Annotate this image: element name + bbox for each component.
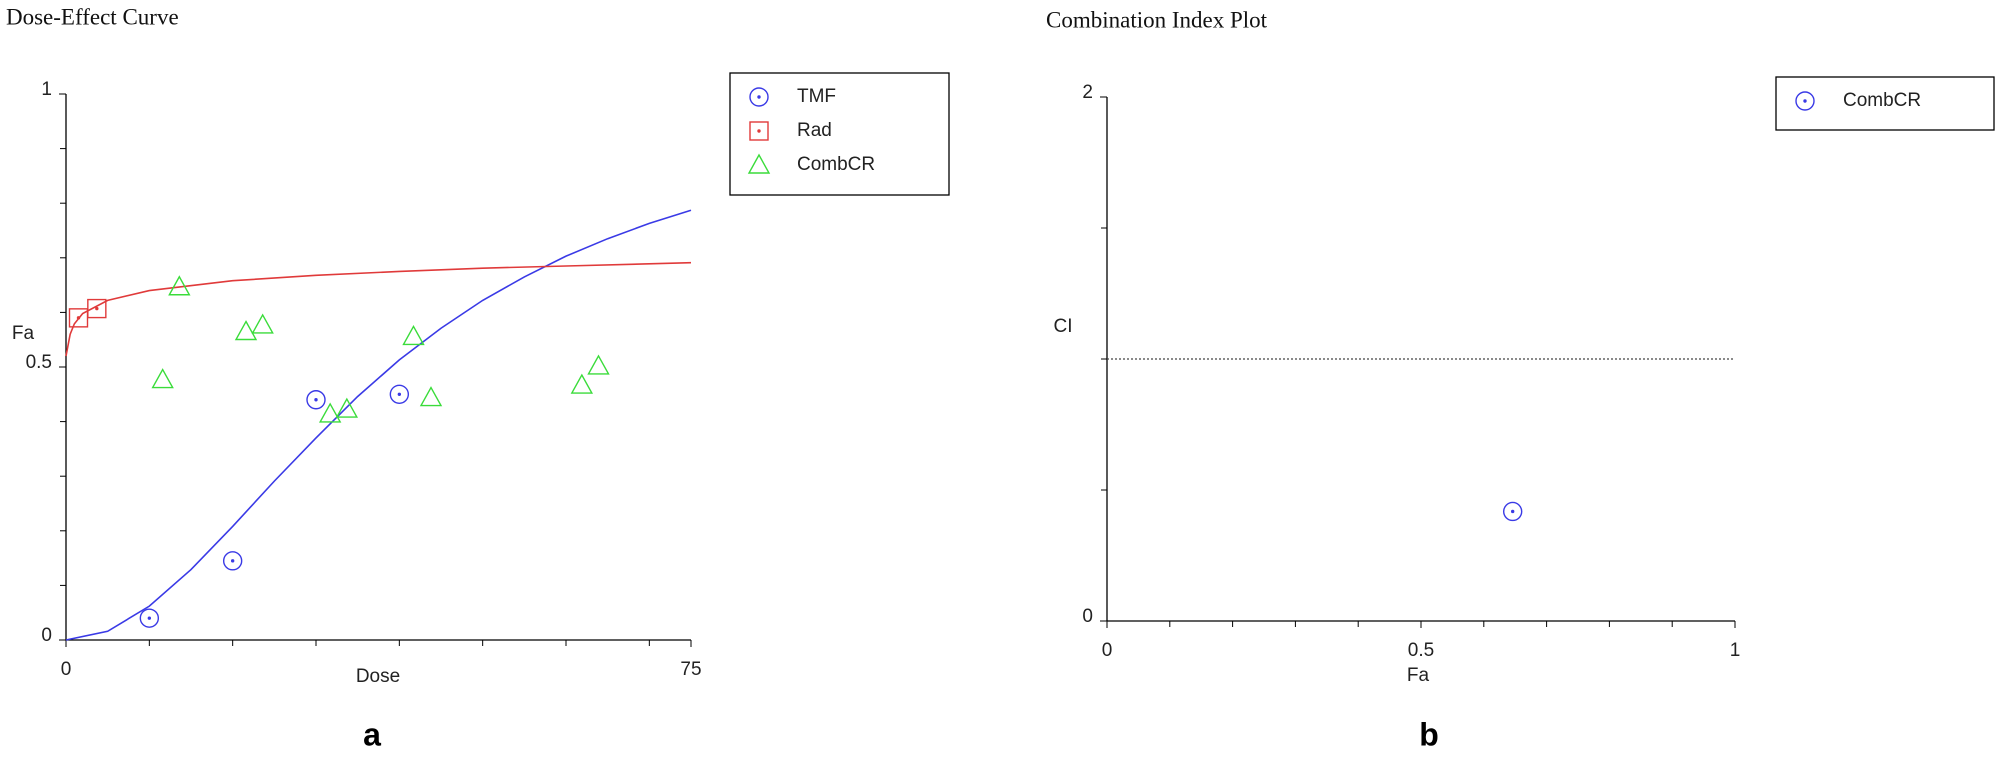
- circle-marker: [389, 384, 410, 404]
- y-tick-label: 0.5: [26, 352, 52, 373]
- marker-ring: [1795, 91, 1815, 111]
- marker-dot: [314, 398, 318, 402]
- legend-marker: [747, 153, 771, 174]
- marker-ring: [1502, 501, 1523, 522]
- chart-title: Combination Index Plot: [1046, 7, 1268, 32]
- x-tick-label: 1: [1730, 640, 1741, 661]
- y-tick-label: 1: [41, 79, 52, 100]
- y-tick-label: 0: [41, 625, 52, 646]
- triangle-marker: [234, 320, 258, 341]
- circle-marker: [306, 390, 326, 410]
- triangle-marker: [402, 324, 425, 346]
- triangle-marker: [151, 368, 174, 389]
- marker-ring: [139, 608, 160, 628]
- legend-label: CombCR: [1843, 90, 1921, 111]
- marker-dot: [757, 95, 761, 99]
- triangle-marker: [570, 373, 594, 394]
- marker-dot: [230, 559, 235, 563]
- y-tick-label: 2: [1082, 82, 1093, 103]
- fit-curve: [65, 209, 692, 641]
- y-axis-label: CI: [1054, 316, 1073, 337]
- square-marker: [87, 298, 107, 319]
- y-axis-label: Fa: [12, 323, 35, 344]
- circle-marker: [222, 551, 243, 571]
- legend-label: Rad: [797, 120, 832, 141]
- marker-ring: [389, 384, 410, 404]
- panel-label: a: [363, 716, 381, 752]
- marker-dot: [95, 306, 99, 311]
- x-tick-label: 0: [1102, 640, 1113, 661]
- marker-ring: [306, 390, 326, 410]
- circle-marker: [1502, 501, 1523, 522]
- marker-dot: [1510, 509, 1515, 514]
- legend-label: TMF: [797, 86, 836, 107]
- x-axis-label: Fa: [1407, 665, 1430, 686]
- legend-box: [729, 72, 950, 196]
- marker-ring: [222, 551, 243, 571]
- x-tick-label: 75: [680, 659, 701, 680]
- x-axis-label: Dose: [356, 666, 400, 687]
- chart-title: Dose-Effect Curve: [6, 4, 179, 29]
- legend-marker: [1795, 91, 1815, 111]
- triangle-marker: [318, 402, 342, 423]
- x-tick-label: 0.5: [1408, 640, 1434, 661]
- triangle-marker: [168, 275, 191, 296]
- panel-label: b: [1419, 716, 1439, 752]
- triangle-marker: [251, 313, 274, 334]
- marker-dot: [1803, 99, 1807, 103]
- triangle-marker: [587, 354, 610, 375]
- x-tick-label: 0: [61, 659, 72, 680]
- legend-box: [1775, 76, 1995, 131]
- y-tick-label: 0: [1082, 606, 1093, 627]
- marker-dot: [757, 129, 761, 133]
- fit-curve: [65, 261, 692, 357]
- marker-dot: [147, 616, 152, 620]
- marker-box: [87, 298, 107, 319]
- marker-box: [749, 121, 769, 141]
- marker-dot: [397, 392, 402, 396]
- legend-marker: [749, 87, 769, 107]
- circle-marker: [139, 608, 160, 628]
- triangle-marker: [335, 397, 359, 418]
- legend-marker: [749, 121, 769, 141]
- triangle-marker: [419, 386, 443, 407]
- marker-dot: [76, 316, 81, 320]
- legend-label: CombCR: [797, 154, 875, 175]
- marker-ring: [749, 87, 769, 107]
